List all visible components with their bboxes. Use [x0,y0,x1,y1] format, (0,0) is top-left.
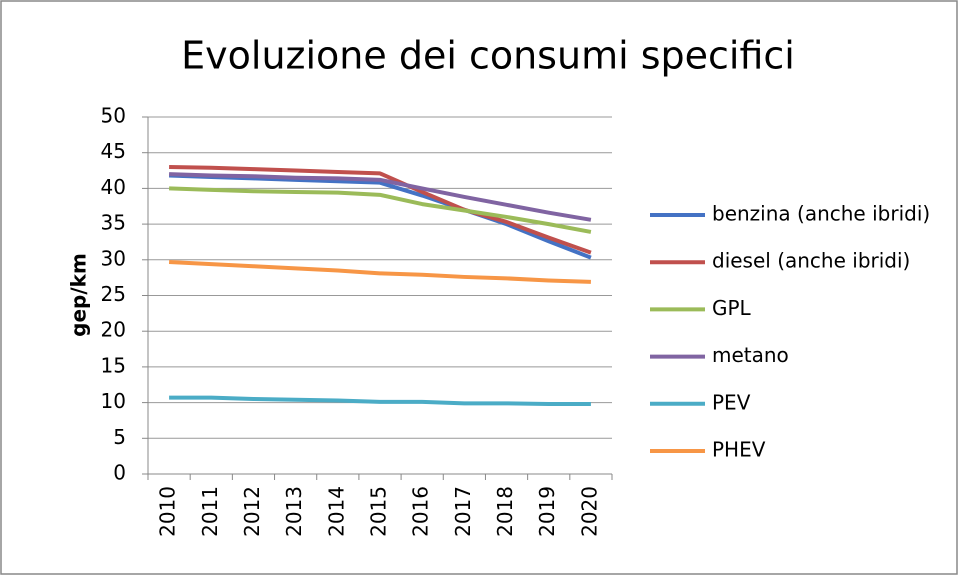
x-tick-label: 2015 [367,486,391,537]
y-tick-label: 10 [101,389,126,413]
chart-title: Evoluzione dei consumi specifici [181,34,795,78]
y-tick-label: 50 [101,104,126,128]
series-line [169,164,592,255]
y-tick-label: 35 [101,211,126,235]
legend-label: diesel (anche ibridi) [712,249,910,273]
y-tick-label: 5 [113,425,126,449]
x-tick-label: 2017 [451,486,475,537]
x-tick-label: 2011 [198,486,222,537]
y-tick-label: 15 [101,353,126,377]
legend-label: metano [712,343,789,367]
legend-label: PEV [712,390,751,414]
y-tick-label: 30 [101,246,126,270]
legend-label: benzina (anche ibridi) [712,202,930,226]
y-tick-label: 40 [101,175,126,199]
y-tick-label: 20 [101,318,126,342]
y-tick-label: 25 [101,282,126,306]
y-tick-label: 45 [101,139,126,163]
series-line [169,395,591,407]
y-axis-label: gep/km [67,253,91,337]
series-line [169,172,592,222]
x-tick-label: 2016 [409,486,433,537]
legend-label: GPL [712,296,752,320]
series-line [169,186,592,234]
legend-label: PHEV [712,438,766,462]
x-tick-label: 2012 [240,486,264,537]
x-tick-label: 2013 [282,486,306,537]
x-tick-label: 2014 [324,486,348,537]
x-tick-label: 2020 [577,486,601,537]
series-line [168,259,591,284]
x-tick-label: 2010 [156,486,180,537]
y-tick-label: 0 [113,461,126,485]
x-tick-label: 2019 [535,486,559,537]
x-tick-label: 2018 [493,486,517,537]
